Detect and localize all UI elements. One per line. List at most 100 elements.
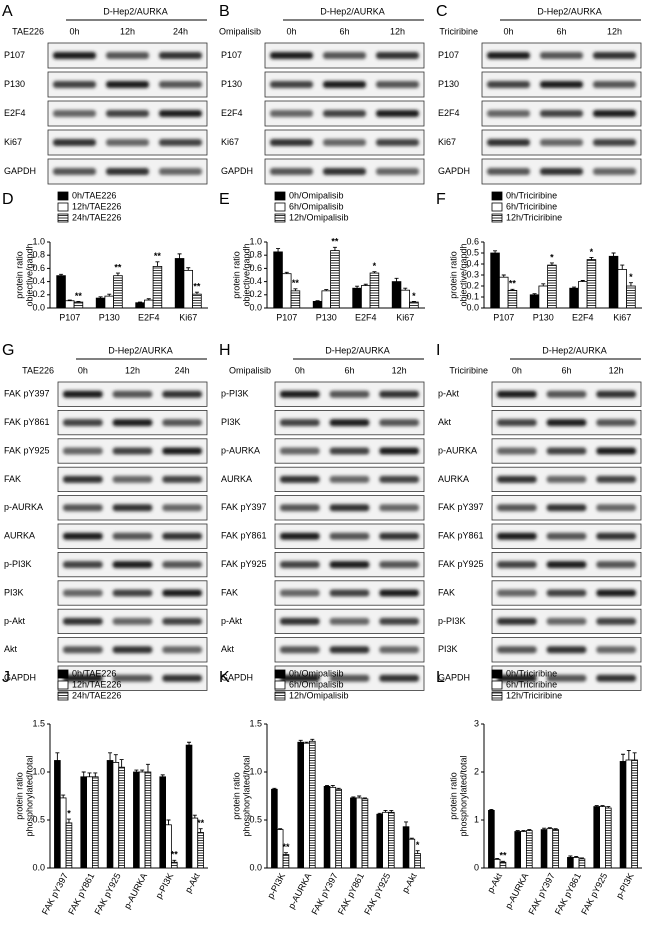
bar bbox=[608, 255, 619, 309]
band bbox=[280, 475, 320, 483]
band bbox=[53, 81, 96, 88]
error-bar bbox=[549, 262, 554, 266]
error-bar bbox=[276, 248, 281, 252]
x-tick-label: P130 bbox=[533, 312, 554, 322]
band bbox=[280, 532, 320, 540]
y-tick-label: 0.2 bbox=[32, 289, 45, 299]
band bbox=[106, 139, 149, 146]
band bbox=[593, 139, 636, 146]
legend-swatch bbox=[274, 191, 286, 201]
band bbox=[323, 81, 366, 88]
band bbox=[53, 168, 96, 175]
bar bbox=[490, 252, 500, 309]
bar bbox=[144, 771, 152, 869]
bar bbox=[54, 760, 61, 869]
y-tick-label: 0.0 bbox=[32, 862, 45, 872]
error-bar bbox=[355, 285, 360, 289]
bar bbox=[183, 269, 193, 309]
legend-label: 0h/TAE226 bbox=[72, 668, 116, 678]
row-label: AURKA bbox=[4, 531, 35, 541]
error-bar bbox=[521, 830, 526, 832]
error-bar bbox=[606, 806, 611, 808]
band bbox=[280, 617, 320, 625]
error-bar bbox=[113, 754, 118, 763]
time-label: 0h bbox=[503, 26, 513, 36]
panel-letter: D bbox=[2, 191, 14, 208]
legend-label: 6h/Omipalisib bbox=[289, 201, 344, 211]
legend-swatch bbox=[57, 691, 69, 701]
y-tick-label: 0.6 bbox=[466, 236, 479, 246]
row-label: FAK pY861 bbox=[4, 417, 50, 427]
y-tick-label: 0.4 bbox=[32, 276, 45, 286]
error-bar bbox=[404, 821, 409, 827]
band bbox=[63, 561, 103, 569]
error-bar bbox=[377, 812, 382, 815]
band bbox=[112, 617, 153, 625]
band bbox=[53, 139, 96, 146]
band bbox=[162, 532, 202, 540]
bar bbox=[282, 854, 290, 869]
x-tick-label: p-PI3K bbox=[614, 871, 636, 900]
error-bar bbox=[611, 252, 616, 257]
y-tick-label: 1.5 bbox=[32, 718, 45, 728]
band bbox=[106, 81, 149, 88]
bar bbox=[355, 797, 363, 869]
bar bbox=[335, 788, 342, 869]
error-bar bbox=[283, 852, 288, 855]
x-tick-label: Ki67 bbox=[396, 312, 414, 322]
legend-label: 24h/TAE226 bbox=[72, 212, 121, 222]
time-label: 12h bbox=[607, 26, 622, 36]
panel-letter: L bbox=[436, 669, 445, 686]
bar bbox=[499, 276, 509, 309]
row-label: PI3K bbox=[438, 644, 458, 654]
row-label: p-AURKA bbox=[438, 445, 477, 455]
blot-title: D-Hep2/AURKA bbox=[103, 6, 168, 16]
error-bar bbox=[198, 828, 203, 833]
band bbox=[323, 139, 366, 146]
band bbox=[63, 674, 103, 682]
significance-mark: ** bbox=[282, 842, 290, 852]
x-tick-label: E2F4 bbox=[355, 312, 377, 322]
band bbox=[280, 674, 320, 682]
x-tick-label: E2F4 bbox=[572, 312, 594, 322]
band bbox=[497, 589, 537, 597]
band bbox=[112, 561, 153, 569]
bar bbox=[165, 824, 172, 869]
legend-label: 0h/TAE226 bbox=[72, 190, 116, 200]
error-bar bbox=[510, 288, 515, 291]
band bbox=[280, 447, 320, 455]
bar bbox=[507, 289, 518, 309]
y-tick-label: 1 bbox=[474, 814, 479, 824]
bar bbox=[540, 829, 548, 869]
error-bar bbox=[61, 794, 66, 798]
error-bar bbox=[172, 859, 177, 863]
band bbox=[487, 52, 530, 59]
y-tick-label: 2 bbox=[474, 766, 479, 776]
bar bbox=[297, 741, 305, 869]
error-bar bbox=[495, 857, 500, 860]
band bbox=[329, 674, 370, 682]
legend-label: 0h/Triciribine bbox=[506, 190, 557, 200]
band bbox=[329, 617, 370, 625]
x-tick-label: FAK pY925 bbox=[92, 871, 122, 916]
error-bar bbox=[67, 299, 72, 301]
error-bar bbox=[194, 291, 199, 295]
significance-mark: ** bbox=[154, 251, 162, 261]
x-tick-label: P107 bbox=[493, 312, 514, 322]
row-label: FAK pY925 bbox=[221, 559, 267, 569]
band bbox=[112, 646, 153, 654]
legend-swatch bbox=[491, 680, 503, 690]
y-axis-label: objective/gapdh bbox=[241, 243, 251, 306]
bar bbox=[547, 264, 557, 309]
band bbox=[63, 646, 103, 654]
panel-letter: H bbox=[219, 342, 231, 359]
bar bbox=[86, 776, 93, 869]
error-bar bbox=[389, 809, 394, 813]
bar bbox=[303, 742, 310, 869]
bar bbox=[350, 797, 357, 869]
error-bar bbox=[315, 300, 320, 302]
treatment-label: Omipalisib bbox=[229, 365, 271, 375]
band bbox=[106, 52, 149, 59]
band bbox=[162, 561, 202, 569]
error-bar bbox=[138, 301, 143, 303]
